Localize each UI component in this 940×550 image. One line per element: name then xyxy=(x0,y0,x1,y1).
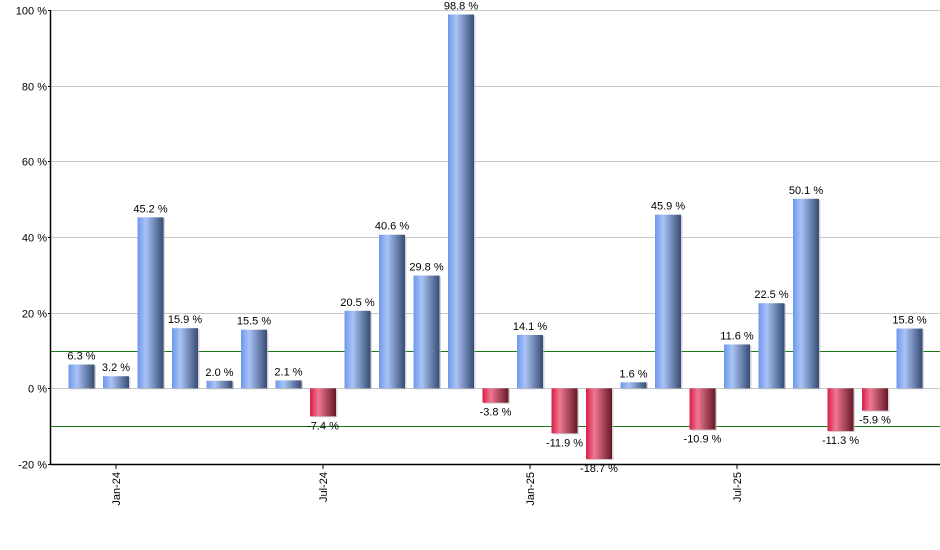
y-tick-label: 60 % xyxy=(22,157,47,169)
bar-positive xyxy=(655,214,681,389)
bar-negative xyxy=(586,388,612,460)
bar-positive xyxy=(103,376,129,389)
bar-positive xyxy=(344,310,371,389)
bar-positive xyxy=(758,303,785,389)
value-label: 2.0 % xyxy=(205,367,233,379)
bar-positive xyxy=(206,380,233,389)
axes xyxy=(48,10,940,469)
bar-negative xyxy=(482,388,509,403)
value-label: -3.8 % xyxy=(480,407,512,419)
x-tick-label: Jan-24 xyxy=(111,472,123,506)
bar-positive xyxy=(172,328,198,389)
value-label: 11.6 % xyxy=(720,330,754,342)
value-label: 29.8 % xyxy=(409,262,443,274)
bar-negative xyxy=(689,388,716,430)
y-tick-label: -20 % xyxy=(18,460,47,472)
value-label: 45.2 % xyxy=(133,203,167,215)
value-label: 1.6 % xyxy=(619,368,647,380)
x-tick-label: Jan-25 xyxy=(525,472,537,506)
bar-negative xyxy=(827,388,854,432)
bar-positive xyxy=(68,364,95,389)
bar-positive xyxy=(896,328,923,389)
bar-positive xyxy=(379,234,405,389)
x-tick-label: Jul-25 xyxy=(732,472,744,502)
value-label: 15.5 % xyxy=(237,316,271,328)
value-label: 40.6 % xyxy=(375,221,409,233)
value-label: 6.3 % xyxy=(67,350,95,362)
value-label: 50.1 % xyxy=(789,185,823,197)
bar-positive xyxy=(275,380,302,389)
bar-positive xyxy=(517,334,543,389)
value-label: 15.8 % xyxy=(892,315,926,327)
y-tick-label: 40 % xyxy=(22,233,47,245)
value-label: -11.9 % xyxy=(546,437,583,449)
bar-positive xyxy=(137,217,164,389)
bar-positive xyxy=(241,329,267,389)
bar-positive xyxy=(413,275,440,389)
value-label: 15.9 % xyxy=(168,314,202,326)
bar-positive xyxy=(448,14,474,389)
bar-positive xyxy=(724,344,750,389)
value-label: -18.7 % xyxy=(580,463,618,475)
value-label: 14.1 % xyxy=(513,321,547,333)
x-axis-labels: Jan-24 Jul-24 Jan-25 Jul-25 xyxy=(111,472,744,506)
y-tick-label: 100 % xyxy=(16,6,47,18)
value-label: 22.5 % xyxy=(754,289,788,301)
bar-positive xyxy=(620,382,647,389)
y-tick-label: 20 % xyxy=(22,309,47,321)
y-tick-label: 80 % xyxy=(22,82,47,94)
value-label: 98.8 % xyxy=(444,1,478,13)
bar-positive xyxy=(793,198,819,389)
value-label: 45.9 % xyxy=(651,201,685,213)
value-label: -11.3 % xyxy=(822,435,859,447)
x-tick-label: Jul-24 xyxy=(318,472,330,502)
value-label: -10.9 % xyxy=(684,434,722,446)
bar-negative xyxy=(310,388,336,417)
bars xyxy=(68,14,924,461)
value-label: -5.9 % xyxy=(859,415,891,427)
value-labels: 6.3 % 3.2 % 45.2 % 15.9 % 2.0 % 15.5 % 2.1 % -7… xyxy=(67,1,926,476)
value-label: 3.2 % xyxy=(102,362,130,374)
bar-negative xyxy=(551,388,578,434)
y-tick-label: 0 % xyxy=(28,384,47,396)
y-axis-labels: 100 % 80 % 60 % 40 % 20 % 0 % -20 % xyxy=(16,6,47,472)
value-label: 2.1 % xyxy=(274,366,302,378)
value-label: -7.4 % xyxy=(307,420,339,432)
bar-negative xyxy=(862,388,888,411)
value-label: 20.5 % xyxy=(340,297,374,309)
